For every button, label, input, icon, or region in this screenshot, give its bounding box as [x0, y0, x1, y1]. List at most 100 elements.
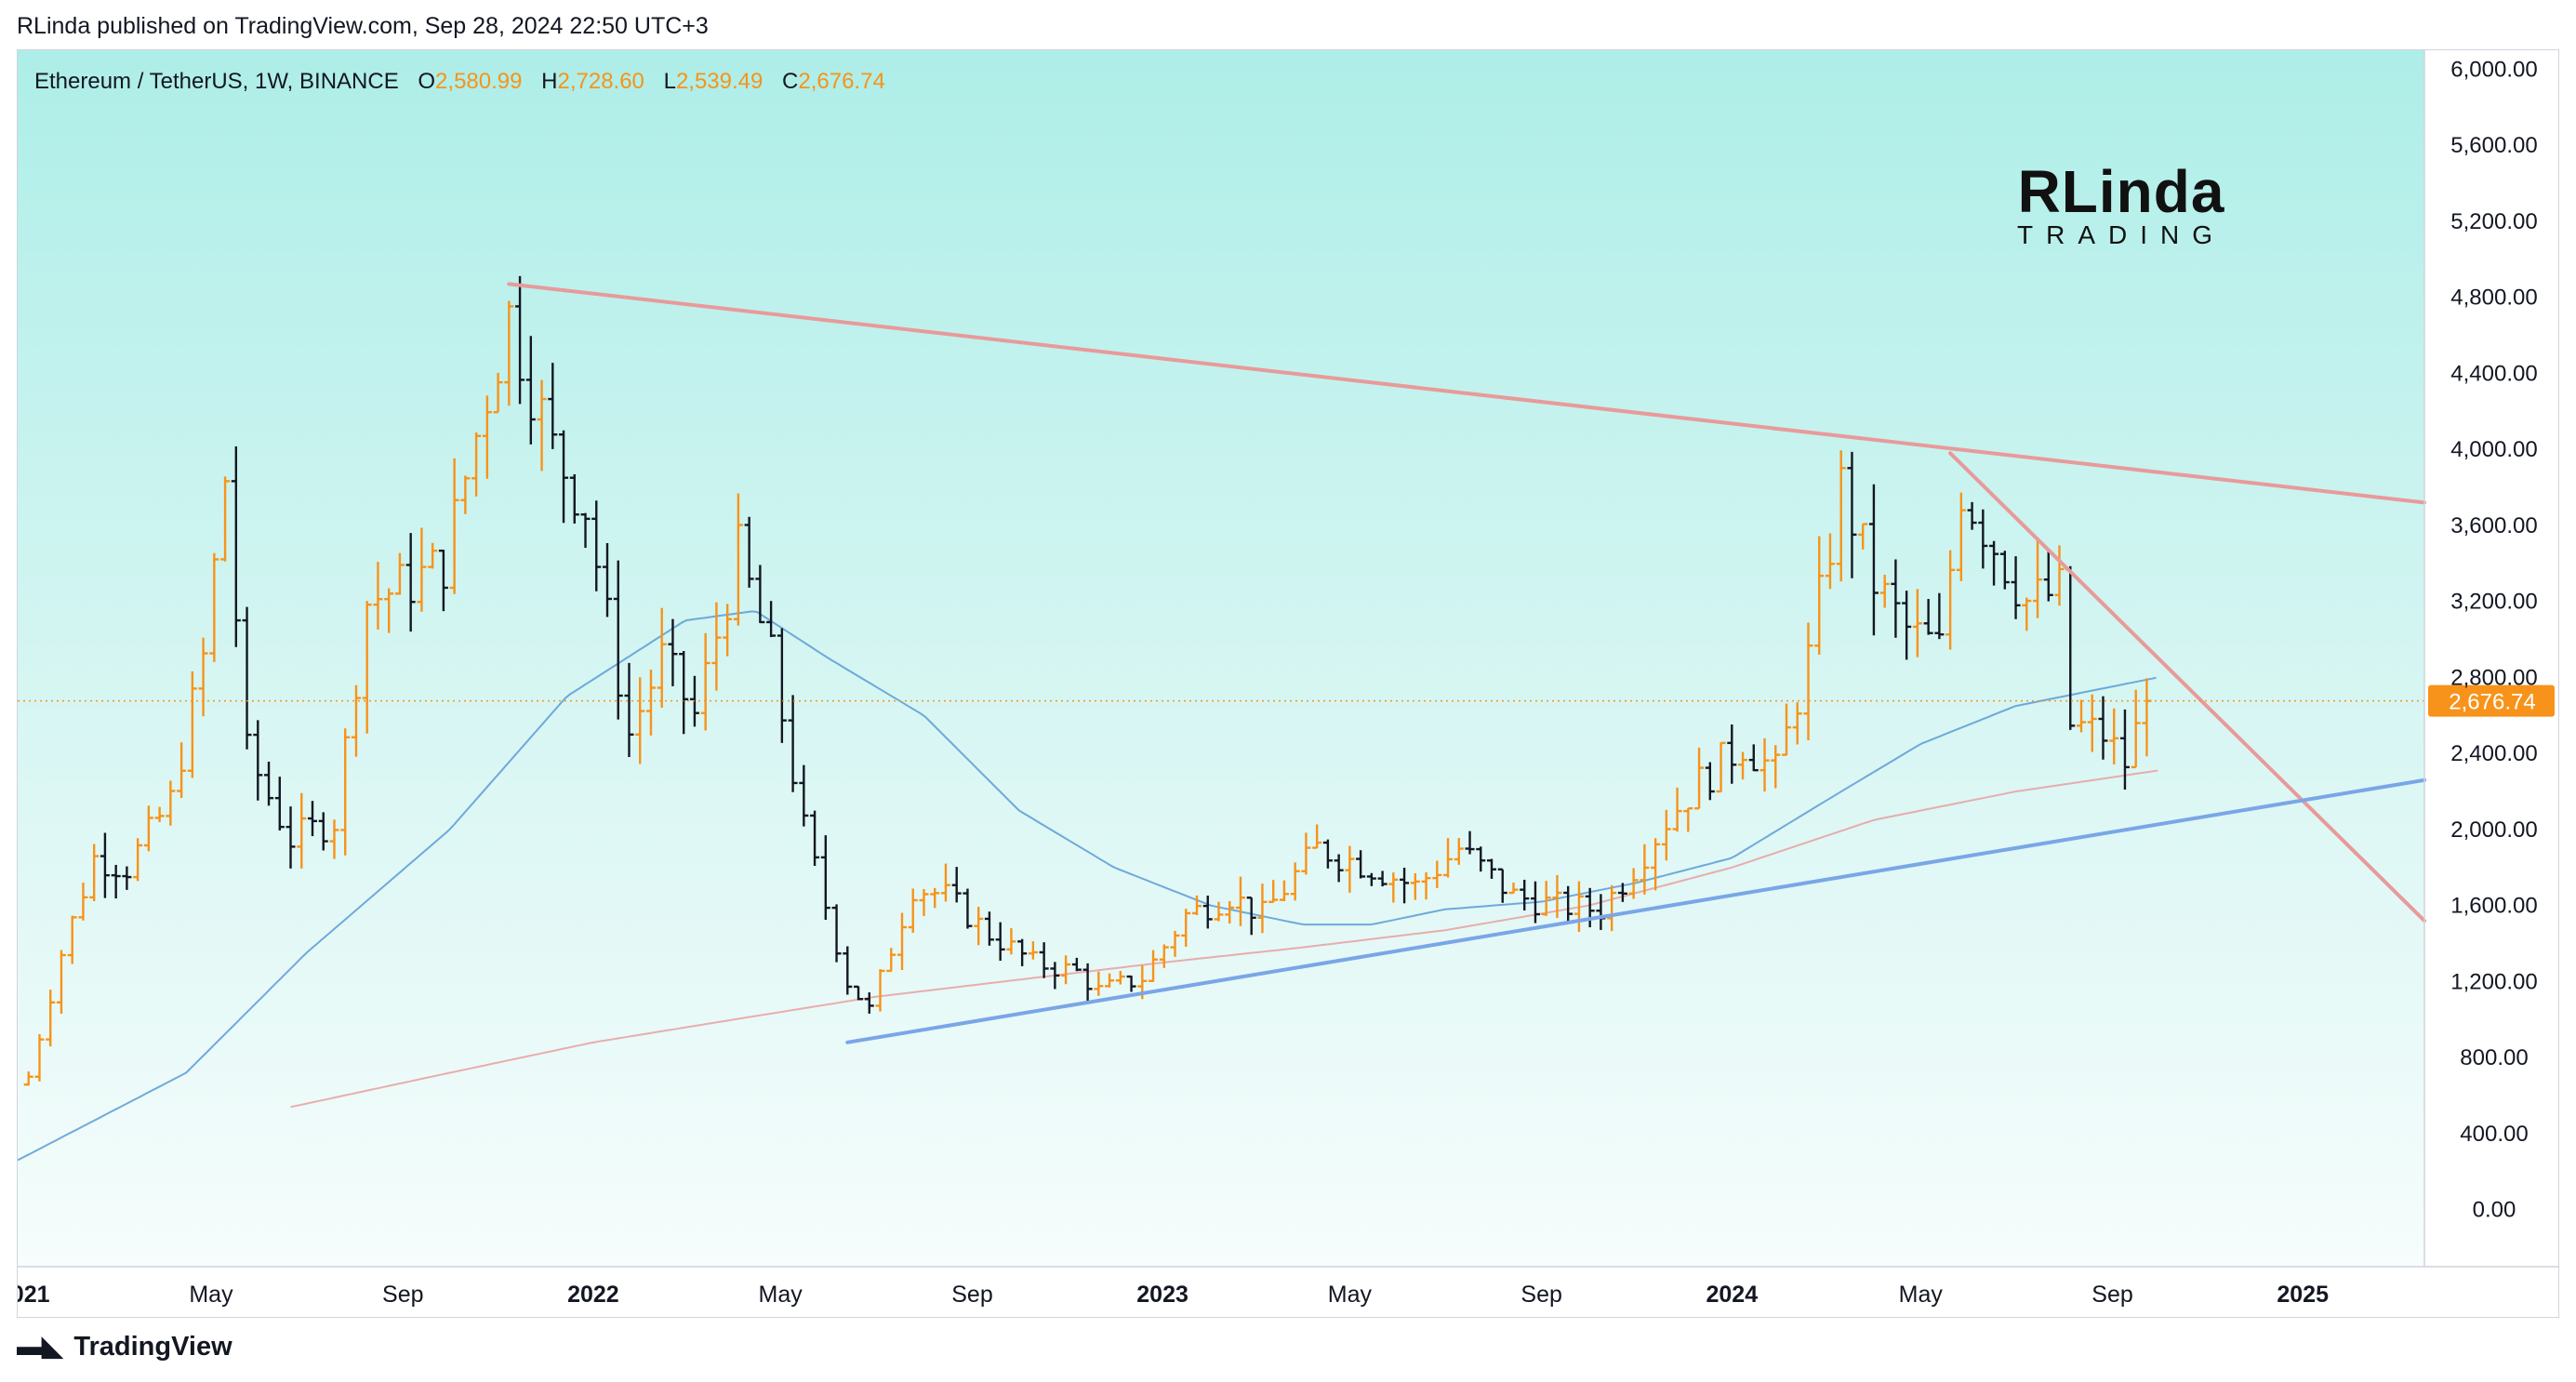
- ohlc-bar: [2077, 699, 2087, 733]
- ohlc-bar: [209, 552, 219, 662]
- publisher-caption: RLinda published on TradingView.com, Sep…: [17, 13, 709, 39]
- ohlc-bar: [733, 493, 743, 626]
- ohlc-bar: [471, 432, 482, 497]
- trendlines[interactable]: [507, 282, 2426, 1044]
- descending-resistance-line: [507, 282, 2426, 505]
- price-tick-label: 0.00: [2473, 1198, 2516, 1223]
- ohlc-bar: [2011, 556, 2021, 619]
- ohlc-bar: [919, 888, 929, 917]
- tradingview-footer[interactable]: ▬◣ TradingView: [17, 1330, 232, 1362]
- ohlc-bar: [788, 695, 798, 792]
- ohlc-bar: [591, 500, 602, 591]
- price-chart[interactable]: 2,676.74 0.00 400.00 800.00 1,200.00 1,600.0…: [18, 50, 2559, 1318]
- time-tick-label: Sep: [1520, 1282, 1561, 1308]
- ohlc-bar: [1322, 839, 1333, 869]
- ohlc-bar: [1400, 868, 1410, 904]
- ohlc-bar: [100, 832, 110, 898]
- symbol-legend: Ethereum / TetherUS, 1W, BINANCE O2,580.…: [34, 69, 885, 95]
- ohlc-bar: [1366, 872, 1376, 886]
- brand-subtitle: TRADING: [2017, 220, 2225, 249]
- ohlc-bar: [329, 819, 339, 859]
- ohlc-bar: [482, 395, 492, 479]
- brand-name: RLinda: [2017, 158, 2225, 225]
- ohlc-bar: [1672, 787, 1682, 832]
- ohlc-bar: [777, 628, 787, 743]
- ohlc-bar: [1487, 858, 1497, 879]
- time-tick-label: Sep: [2091, 1282, 2132, 1308]
- chart-frame[interactable]: 2,676.74 0.00 400.00 800.00 1,200.00 1,600.0…: [17, 49, 2559, 1318]
- ohlc-bar: [340, 728, 351, 856]
- ohlc-bar: [1945, 550, 1956, 650]
- time-tick-label: 2024: [1706, 1282, 1758, 1308]
- time-tick-label: May: [759, 1282, 803, 1308]
- ohlc-bar: [1661, 809, 1671, 861]
- ohlc-bar: [1727, 724, 1737, 784]
- ohlc-bar: [1891, 559, 1901, 638]
- ohlc-bar: [559, 430, 569, 524]
- ohlc-bar: [2065, 565, 2076, 730]
- price-tick-label: 4,800.00: [2450, 286, 2537, 311]
- ohlc-bar: [668, 618, 678, 686]
- ohlc-bar: [1912, 589, 1922, 658]
- ma-fast-line: [18, 610, 2157, 1162]
- symbol-name: Ethereum / TetherUS, 1W, BINANCE: [34, 69, 399, 94]
- ohlc-bar: [2087, 694, 2097, 752]
- ohlc-bar: [2142, 678, 2152, 757]
- ohlc-bar: [1421, 871, 1431, 900]
- ohlc-bar: [613, 560, 623, 720]
- time-tick-label: Sep: [951, 1282, 992, 1308]
- low-label: L: [663, 69, 676, 94]
- ohlc-bar: [1879, 575, 1890, 608]
- ohlc-bar: [1738, 751, 1748, 780]
- time-tick-label: 2021: [18, 1282, 50, 1308]
- ohlc-bar: [504, 300, 514, 406]
- high-value: 2,728.60: [557, 69, 644, 94]
- ohlc-bar: [2131, 689, 2141, 769]
- ohlc-bar: [253, 720, 263, 801]
- ohlc-bar: [394, 552, 405, 595]
- ohlc-bar: [297, 792, 307, 869]
- ohlc-bar: [580, 512, 591, 549]
- ohlc-bar: [1792, 702, 1802, 745]
- ohlc-bar: [645, 669, 656, 736]
- ohlc-bar: [56, 950, 66, 1015]
- moving-averages: [18, 610, 2158, 1162]
- time-tick-label: 2023: [1136, 1282, 1188, 1308]
- ohlc-bar: [417, 527, 427, 612]
- steep-resistance-line: [1948, 451, 2426, 924]
- ohlc-bar: [700, 632, 710, 731]
- ohlc-bar: [1978, 509, 1988, 569]
- time-axis[interactable]: 2021 May Sep 2022 May Sep 2023 May Sep 2024 May Sep…: [18, 1266, 2559, 1308]
- ohlc-bar: [1497, 868, 1507, 903]
- brand-logo: RLinda TRADING: [2017, 162, 2225, 249]
- tradingview-logo-icon: ▬◣: [17, 1332, 62, 1362]
- ma-slow-line: [290, 769, 2158, 1109]
- ohlc-bar: [1694, 747, 1705, 810]
- ohlc-bar: [111, 864, 121, 899]
- ohlc-bar: [1585, 887, 1595, 928]
- ohlc-bar: [1105, 973, 1115, 988]
- ohlc-bar: [449, 458, 459, 594]
- ohlc-bar: [1377, 870, 1388, 887]
- ohlc-bar: [198, 637, 208, 717]
- ohlc-bar: [1989, 540, 1999, 586]
- ohlc-bar: [122, 866, 132, 890]
- ohlc-bar: [1071, 957, 1082, 972]
- ohlc-bar: [318, 812, 328, 851]
- ohlc-bar: [995, 922, 1005, 961]
- ohlc-bar: [1268, 880, 1279, 903]
- time-tick-label: May: [1328, 1282, 1373, 1308]
- ohlc-bar: [1094, 971, 1104, 996]
- ohlc-bar: [1836, 450, 1846, 582]
- ohlc-bar: [1017, 938, 1028, 966]
- price-axis[interactable]: 0.00 400.00 800.00 1,200.00 1,600.00 2,000.00…: [2423, 50, 2538, 1267]
- ohlc-bars: [23, 275, 2152, 1086]
- ohlc-bar: [1149, 950, 1159, 982]
- ohlc-bar: [1214, 901, 1224, 922]
- ohlc-bar: [1246, 897, 1256, 936]
- ohlc-bar: [1082, 963, 1093, 1003]
- ohlc-bar: [843, 946, 853, 995]
- ohlc-bar: [2054, 545, 2065, 606]
- ohlc-bar: [723, 604, 733, 657]
- ohlc-bar: [1039, 942, 1049, 978]
